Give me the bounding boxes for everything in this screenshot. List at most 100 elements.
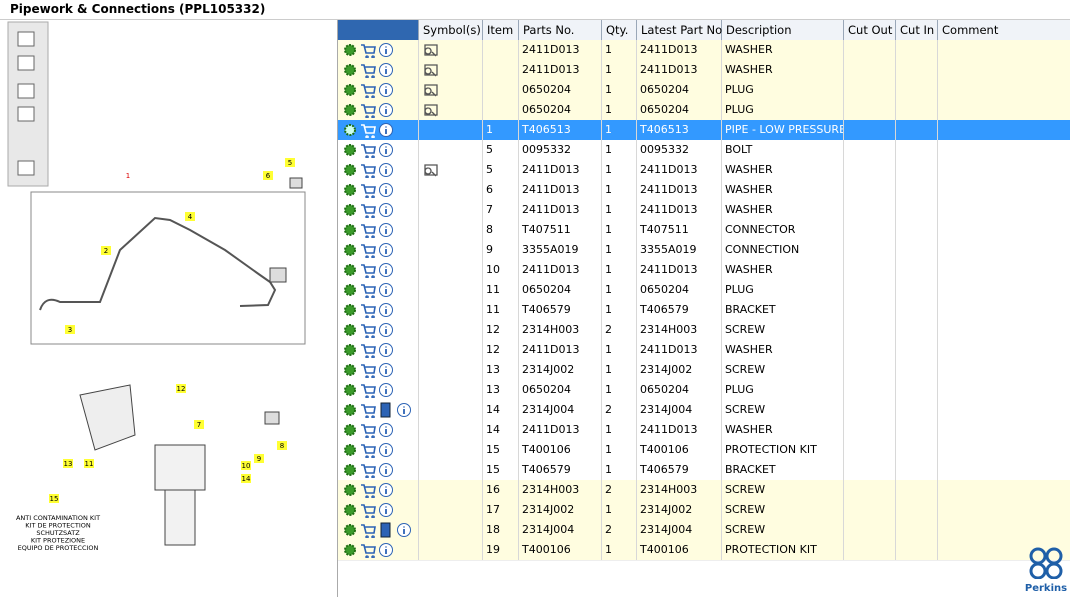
gear-icon[interactable] xyxy=(342,162,358,178)
table-row[interactable]: 10 2411D013 1 2411D013 WASHER xyxy=(338,260,1070,281)
symbol-icon[interactable] xyxy=(423,82,439,98)
info-icon[interactable] xyxy=(378,202,394,218)
gear-icon[interactable] xyxy=(342,282,358,298)
info-icon[interactable] xyxy=(378,162,394,178)
info-icon[interactable] xyxy=(378,382,394,398)
table-row[interactable]: 15 T406579 1 T406579 BRACKET xyxy=(338,460,1070,481)
gear-icon[interactable] xyxy=(342,182,358,198)
cart-icon[interactable] xyxy=(360,322,376,338)
cart-icon[interactable] xyxy=(360,462,376,478)
fit-all[interactable] xyxy=(17,83,35,99)
column-header[interactable]: Cut Out xyxy=(844,20,896,40)
column-header[interactable]: Item xyxy=(483,20,519,40)
table-row[interactable]: 14 2411D013 1 2411D013 WASHER xyxy=(338,420,1070,441)
zoom-in[interactable] xyxy=(17,31,35,47)
column-header[interactable]: Description xyxy=(722,20,844,40)
cart-icon[interactable] xyxy=(360,202,376,218)
column-header[interactable]: Cut In xyxy=(896,20,938,40)
table-row[interactable]: 12 2314H003 2 2314H003 SCREW xyxy=(338,320,1070,341)
gear-icon[interactable] xyxy=(342,142,358,158)
table-row[interactable]: 19 T400106 1 T400106 PROTECTION KIT xyxy=(338,540,1070,561)
table-row[interactable]: 2411D013 1 2411D013 WASHER xyxy=(338,60,1070,81)
symbol-icon[interactable] xyxy=(423,162,439,178)
cart-icon[interactable] xyxy=(360,342,376,358)
cart-icon[interactable] xyxy=(360,122,376,138)
cart-icon[interactable] xyxy=(360,302,376,318)
book-icon[interactable] xyxy=(378,402,394,418)
search-header[interactable] xyxy=(338,20,419,40)
gear-icon[interactable] xyxy=(342,82,358,98)
info-icon[interactable] xyxy=(378,262,394,278)
cart-icon[interactable] xyxy=(360,442,376,458)
table-row[interactable]: 11 0650204 1 0650204 PLUG xyxy=(338,280,1070,301)
table-row[interactable]: 5 2411D013 1 2411D013 WASHER xyxy=(338,160,1070,181)
gear-icon[interactable] xyxy=(342,442,358,458)
column-header[interactable]: Symbol(s) xyxy=(419,20,483,40)
gear-icon[interactable] xyxy=(342,242,358,258)
gear-icon[interactable] xyxy=(342,482,358,498)
zoom-out[interactable] xyxy=(17,55,35,71)
gear-icon[interactable] xyxy=(342,382,358,398)
cart-icon[interactable] xyxy=(360,102,376,118)
table-row[interactable]: 11 T406579 1 T406579 BRACKET xyxy=(338,300,1070,321)
gear-icon[interactable] xyxy=(342,102,358,118)
info-icon[interactable] xyxy=(378,242,394,258)
cart-icon[interactable] xyxy=(360,542,376,558)
info-icon[interactable] xyxy=(396,522,412,538)
table-row[interactable]: 8 T407511 1 T407511 CONNECTOR xyxy=(338,220,1070,241)
gear-icon[interactable] xyxy=(342,542,358,558)
table-row[interactable]: 9 3355A019 1 3355A019 CONNECTION xyxy=(338,240,1070,261)
info-icon[interactable] xyxy=(396,402,412,418)
cart-icon[interactable] xyxy=(360,262,376,278)
cart-icon[interactable] xyxy=(360,482,376,498)
gear-icon[interactable] xyxy=(342,422,358,438)
info-icon[interactable] xyxy=(378,122,394,138)
table-row[interactable]: 0650204 1 0650204 PLUG xyxy=(338,100,1070,121)
cart-icon[interactable] xyxy=(360,502,376,518)
gear-icon[interactable] xyxy=(342,362,358,378)
info-icon[interactable] xyxy=(378,342,394,358)
fit-window[interactable] xyxy=(17,106,35,122)
info-icon[interactable] xyxy=(378,462,394,478)
column-header[interactable]: Comment xyxy=(938,20,1070,40)
info-icon[interactable] xyxy=(378,302,394,318)
info-icon[interactable] xyxy=(378,282,394,298)
cart-icon[interactable] xyxy=(360,282,376,298)
gear-icon[interactable] xyxy=(342,122,358,138)
cart-icon[interactable] xyxy=(360,362,376,378)
table-row[interactable]: 6 2411D013 1 2411D013 WASHER xyxy=(338,180,1070,201)
column-header[interactable]: Qty. xyxy=(602,20,637,40)
gear-icon[interactable] xyxy=(342,502,358,518)
cart-icon[interactable] xyxy=(360,402,376,418)
gear-icon[interactable] xyxy=(342,462,358,478)
cart-icon[interactable] xyxy=(360,162,376,178)
zoom-toolbar[interactable] xyxy=(7,21,49,187)
gear-icon[interactable] xyxy=(342,262,358,278)
column-header[interactable]: Latest Part No. xyxy=(637,20,726,40)
gear-icon[interactable] xyxy=(342,222,358,238)
info-icon[interactable] xyxy=(378,142,394,158)
cart-icon[interactable] xyxy=(360,182,376,198)
gear-icon[interactable] xyxy=(342,302,358,318)
table-row[interactable]: 7 2411D013 1 2411D013 WASHER xyxy=(338,200,1070,221)
info-icon[interactable] xyxy=(378,442,394,458)
info-icon[interactable] xyxy=(378,222,394,238)
table-row[interactable]: 17 2314J002 1 2314J002 SCREW xyxy=(338,500,1070,521)
gear-icon[interactable] xyxy=(342,322,358,338)
info-icon[interactable] xyxy=(378,182,394,198)
cart-icon[interactable] xyxy=(360,222,376,238)
table-row[interactable]: 2411D013 1 2411D013 WASHER xyxy=(338,40,1070,61)
cart-icon[interactable] xyxy=(360,42,376,58)
table-row[interactable]: 15 T400106 1 T400106 PROTECTION KIT xyxy=(338,440,1070,461)
gear-icon[interactable] xyxy=(342,62,358,78)
cart-icon[interactable] xyxy=(360,382,376,398)
gear-icon[interactable] xyxy=(342,342,358,358)
book-icon[interactable] xyxy=(378,522,394,538)
info-icon[interactable] xyxy=(378,102,394,118)
table-row[interactable]: 13 2314J002 1 2314J002 SCREW xyxy=(338,360,1070,381)
cart-icon[interactable] xyxy=(360,422,376,438)
table-row[interactable]: 18 2314J004 2 2314J004 SCREW xyxy=(338,520,1070,541)
table-row[interactable]: 13 0650204 1 0650204 PLUG xyxy=(338,380,1070,401)
cart-icon[interactable] xyxy=(360,62,376,78)
table-row[interactable]: 12 2411D013 1 2411D013 WASHER xyxy=(338,340,1070,361)
